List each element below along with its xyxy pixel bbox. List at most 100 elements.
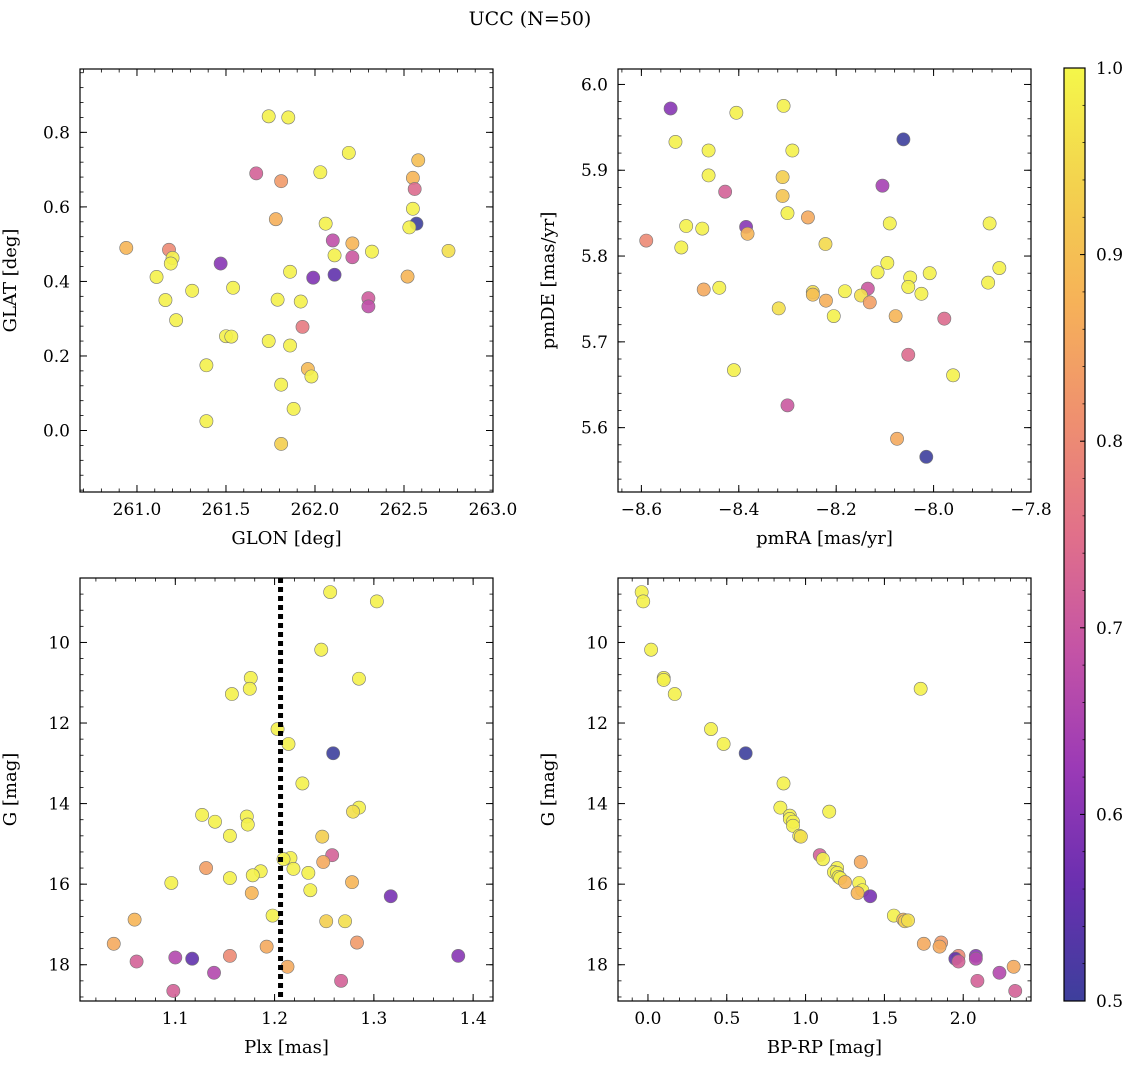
- scatter-point: [674, 240, 689, 255]
- scatter-point: [888, 309, 903, 324]
- scatter-point: [281, 737, 296, 751]
- scatter-point: [679, 219, 694, 233]
- axes-frame: [79, 68, 494, 493]
- scatter-point: [315, 829, 330, 844]
- y-tick-label: 0.2: [43, 347, 70, 367]
- scatter-point: [199, 861, 213, 875]
- scatter-point: [968, 951, 983, 966]
- scatter-point: [274, 437, 289, 451]
- scatter-point: [325, 233, 340, 248]
- scatter-point: [106, 936, 121, 951]
- scatter-point: [270, 292, 285, 307]
- y-tick-label: 0.0: [43, 422, 70, 442]
- scatter-point: [901, 347, 916, 362]
- scatter-point: [826, 309, 841, 324]
- scatter-point: [306, 270, 321, 285]
- scatter-point: [982, 216, 997, 231]
- scatter-point: [259, 939, 274, 954]
- panel-cmd: 0.0 0.5 1.0 1.5 2.0 10 12 14 16 18 BP-RP [mag] G [m…: [538, 577, 1032, 1058]
- scatter-point: [199, 414, 214, 429]
- scatter-point: [265, 908, 280, 923]
- scatter-point: [882, 216, 897, 231]
- y-tick-label: 18: [48, 956, 70, 976]
- x-tick-label: 1.1: [162, 1009, 189, 1029]
- scatter-point: [896, 132, 911, 147]
- scatter-point: [970, 973, 985, 988]
- axes-frame: [617, 68, 1032, 493]
- colorbar-tick-label: 1.0: [1096, 59, 1123, 79]
- colorbar-tick-label: 0.8: [1096, 432, 1123, 452]
- x-axis-label: GLON [deg]: [231, 528, 341, 549]
- y-tick-label: 5.8: [581, 247, 608, 267]
- scatter-point: [119, 240, 134, 255]
- y-tick-label: 14: [48, 795, 70, 815]
- scatter-point: [185, 951, 200, 966]
- scatter-point: [801, 210, 815, 225]
- scatter-point: [327, 267, 342, 282]
- scatter-point: [863, 889, 878, 904]
- scatter-point: [913, 681, 928, 696]
- scatter-point: [223, 871, 237, 886]
- scatter-point: [369, 594, 384, 609]
- scatter-point: [407, 182, 422, 196]
- scatter-point: [696, 282, 711, 297]
- scatter-point: [245, 868, 260, 883]
- y-tick-label: 6.0: [581, 75, 608, 95]
- scatter-point: [168, 950, 183, 965]
- scatter-point: [293, 294, 308, 309]
- x-tick-label: 262.5: [380, 500, 429, 520]
- scatter-point: [932, 939, 947, 954]
- panel-glon-glat: 261.0 261.5 262.0 262.5 263.0 0.0 0.2 0.4 0.6 0.8…: [0, 68, 518, 549]
- scatter-point: [383, 889, 398, 904]
- scatter-point: [402, 220, 417, 235]
- scatter-point: [295, 776, 310, 791]
- scatter-point: [916, 936, 931, 951]
- scatter-point: [718, 184, 733, 199]
- scatter-point: [303, 883, 318, 898]
- scatter-point: [992, 965, 1007, 980]
- x-tick-label: −8.4: [718, 500, 759, 520]
- scatter-point: [334, 973, 349, 988]
- y-tick-label: 5.7: [581, 333, 608, 353]
- scatter-point: [862, 295, 877, 310]
- scatter-point: [304, 369, 319, 384]
- y-tick-label: 5.9: [581, 161, 608, 181]
- scatter-point: [644, 642, 659, 657]
- y-tick-label: 0.6: [43, 198, 70, 218]
- x-tick-label: 263.0: [469, 500, 518, 520]
- scatter-point: [323, 585, 338, 599]
- y-tick-label: 10: [586, 633, 608, 653]
- x-tick-label: 1.2: [261, 1009, 288, 1029]
- y-axis-label: G [mag]: [538, 753, 559, 826]
- scatter-point: [274, 174, 289, 189]
- scatter-point: [199, 358, 214, 373]
- colorbar-tick-label: 0.7: [1096, 619, 1123, 639]
- scatter-point: [441, 243, 456, 258]
- x-tick-label: 1.5: [871, 1009, 898, 1029]
- scatter-point: [780, 206, 795, 221]
- axes-frame: [79, 577, 494, 1002]
- scatter-point: [166, 984, 181, 998]
- scatter-point: [890, 431, 904, 446]
- scatter-point: [838, 875, 852, 890]
- scatter-point: [901, 280, 916, 294]
- scatter-point: [785, 143, 800, 158]
- x-tick-label: 0.0: [634, 1009, 661, 1029]
- scatter-point: [318, 216, 333, 231]
- scatter-point: [249, 166, 264, 181]
- y-tick-label: 0.8: [43, 123, 70, 143]
- scatter-point: [793, 829, 808, 844]
- x-tick-label: 2.0: [950, 1009, 977, 1029]
- x-tick-label: 261.0: [113, 500, 162, 520]
- y-axis-label: pmDE [mas/yr]: [538, 212, 559, 350]
- x-tick-label: 262.0: [291, 500, 340, 520]
- scatter-point: [240, 817, 255, 832]
- scatter-point: [283, 338, 297, 353]
- scatter-point: [780, 398, 795, 413]
- scatter-point: [346, 804, 360, 819]
- scatter-point: [1006, 959, 1021, 974]
- scatter-point: [316, 855, 331, 869]
- scatter-point: [937, 311, 952, 326]
- scatter-point: [667, 687, 682, 701]
- scatter-point: [224, 329, 239, 344]
